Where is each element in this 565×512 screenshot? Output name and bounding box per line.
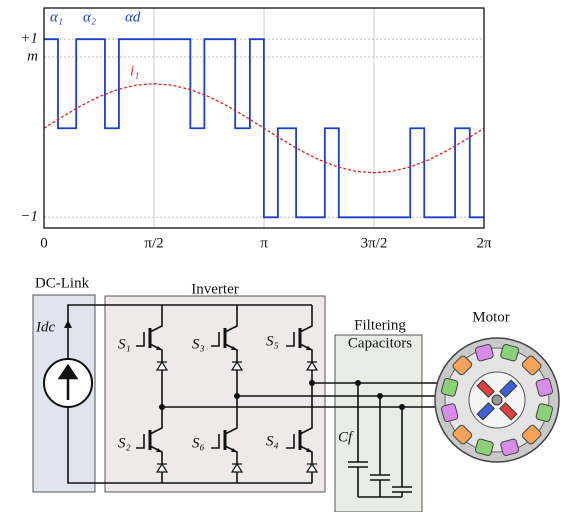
switch-label: S₆ xyxy=(192,435,205,451)
inverter-box xyxy=(104,295,326,493)
node xyxy=(399,404,405,410)
x-tick-label: 0 xyxy=(40,235,48,251)
capacitor xyxy=(392,407,412,497)
capacitor xyxy=(348,383,368,497)
coil xyxy=(474,438,494,456)
dc-link-label: DC-Link xyxy=(35,275,90,291)
x-tick-label: π/2 xyxy=(144,235,163,251)
x-tick-label: π xyxy=(260,235,268,251)
switch-arrow xyxy=(156,448,162,452)
filter-box xyxy=(334,334,423,512)
node xyxy=(309,380,315,386)
switch-arrow xyxy=(231,346,237,350)
coil xyxy=(535,403,553,423)
coil xyxy=(521,355,542,376)
y-tick-label: +1 xyxy=(20,31,38,47)
series-label: i₁ xyxy=(130,63,139,79)
current-label: Idc xyxy=(35,319,55,335)
magnet xyxy=(476,402,495,421)
switch-label: S₅ xyxy=(266,333,279,349)
coil xyxy=(500,438,520,456)
capacitor-label: Cf xyxy=(338,429,354,445)
shaft xyxy=(491,394,503,406)
coil xyxy=(535,377,553,397)
current-arrow xyxy=(64,320,72,328)
inverter-label: Inverter xyxy=(191,281,238,297)
switch-label: S₃ xyxy=(192,336,205,352)
coil xyxy=(521,424,542,445)
annotation: αd xyxy=(125,9,141,25)
coil xyxy=(441,403,459,423)
current-arrow xyxy=(57,363,79,400)
capacitor xyxy=(370,396,390,497)
annotation: α₁ xyxy=(50,9,63,25)
switch-arrow xyxy=(156,346,162,350)
switch-label: S₁ xyxy=(118,336,131,352)
coil xyxy=(452,355,473,376)
switch-label: S₄ xyxy=(266,433,279,449)
switch-arrow xyxy=(306,346,312,350)
rail xyxy=(67,304,312,484)
x-tick-label: 3π/2 xyxy=(361,235,388,251)
node xyxy=(355,380,361,386)
switch-arrow xyxy=(231,448,237,452)
series-line xyxy=(43,83,485,174)
magnet xyxy=(476,379,495,398)
magnet xyxy=(499,402,518,421)
coil xyxy=(452,424,473,445)
coil xyxy=(474,344,494,362)
y-tick-label: −1 xyxy=(20,209,38,225)
annotation: α₂ xyxy=(83,9,96,25)
node xyxy=(377,393,383,399)
coil xyxy=(500,344,520,362)
motor-label: Motor xyxy=(472,309,510,325)
node xyxy=(159,404,165,410)
y-tick-label: m xyxy=(27,48,38,64)
node xyxy=(234,393,240,399)
filter-label: Filtering xyxy=(354,317,406,333)
magnet xyxy=(499,379,518,398)
filter-label: Capacitors xyxy=(348,335,412,351)
switch-arrow xyxy=(306,448,312,452)
switch-label: S₂ xyxy=(118,435,131,451)
plot-frame xyxy=(43,7,485,229)
coil xyxy=(441,377,459,397)
x-tick-label: 2π xyxy=(476,235,492,251)
